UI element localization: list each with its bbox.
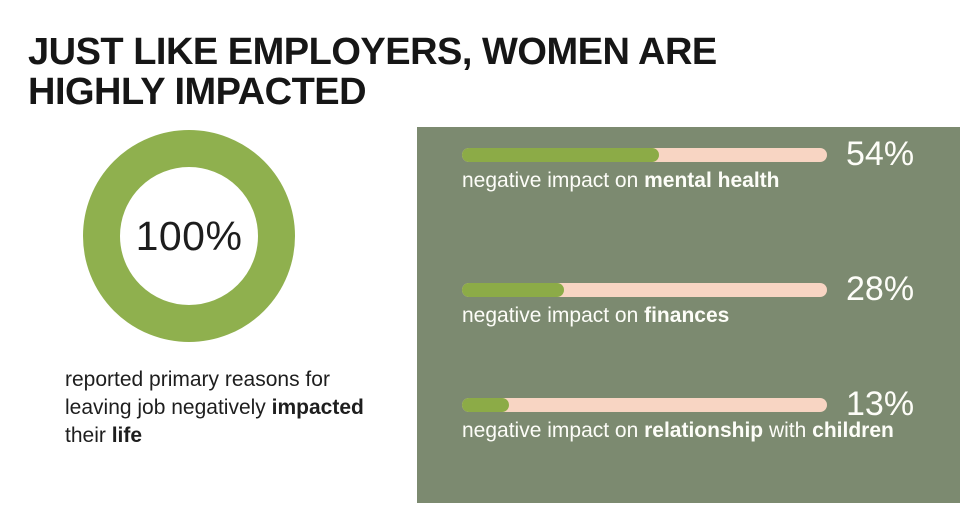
bar-track [462,148,827,162]
bar-label: negative impact on relationship with chi… [462,419,960,443]
page-title-line2: HIGHLY IMPACTED [28,70,367,113]
bar-label-bold2: children [812,419,894,442]
bar-label-prefix: negative impact on [462,169,645,192]
page-title: JUST LIKE EMPLOYERS, WOMEN ARE HIGHLY IM… [28,31,717,113]
page-title-line1: JUST LIKE EMPLOYERS, WOMEN ARE [28,31,717,73]
bar-row-mental-health: 54% negative impact on mental health [462,135,960,193]
bar-label: negative impact on mental health [462,169,960,193]
bar-fill [462,398,510,412]
caption-bold-life: life [111,423,143,447]
bar-label: negative impact on finances [462,304,960,328]
bar-track [462,398,827,412]
bar-label-mid: with [763,419,813,442]
donut-chart: 100% [83,130,295,342]
bar-fill [462,148,660,162]
bar-label-bold: finances [644,304,730,327]
caption-bold-impacted: impacted [271,395,364,419]
stats-panel: 54% negative impact on mental health 28%… [417,127,960,503]
bar-percent-value: 54% [846,135,915,173]
caption-text-mid: their [65,423,112,447]
bar-label-prefix: negative impact on [462,419,645,442]
bar-label-bold: mental health [644,169,780,192]
bar-row-relationship-children: 13% negative impact on relationship with… [462,385,960,443]
bar-label-prefix: negative impact on [462,304,645,327]
bar-fill [462,283,565,297]
bar-track [462,283,827,297]
donut-value-label: 100% [135,212,243,259]
bar-row-finances: 28% negative impact on finances [462,270,960,328]
bar-percent-value: 13% [846,385,915,423]
bar-percent-value: 28% [846,270,915,308]
bar-label-bold: relationship [644,419,764,442]
donut-caption: reported primary reasons for leaving job… [65,366,395,450]
caption-text: reported primary reasons for leaving job… [65,368,330,419]
